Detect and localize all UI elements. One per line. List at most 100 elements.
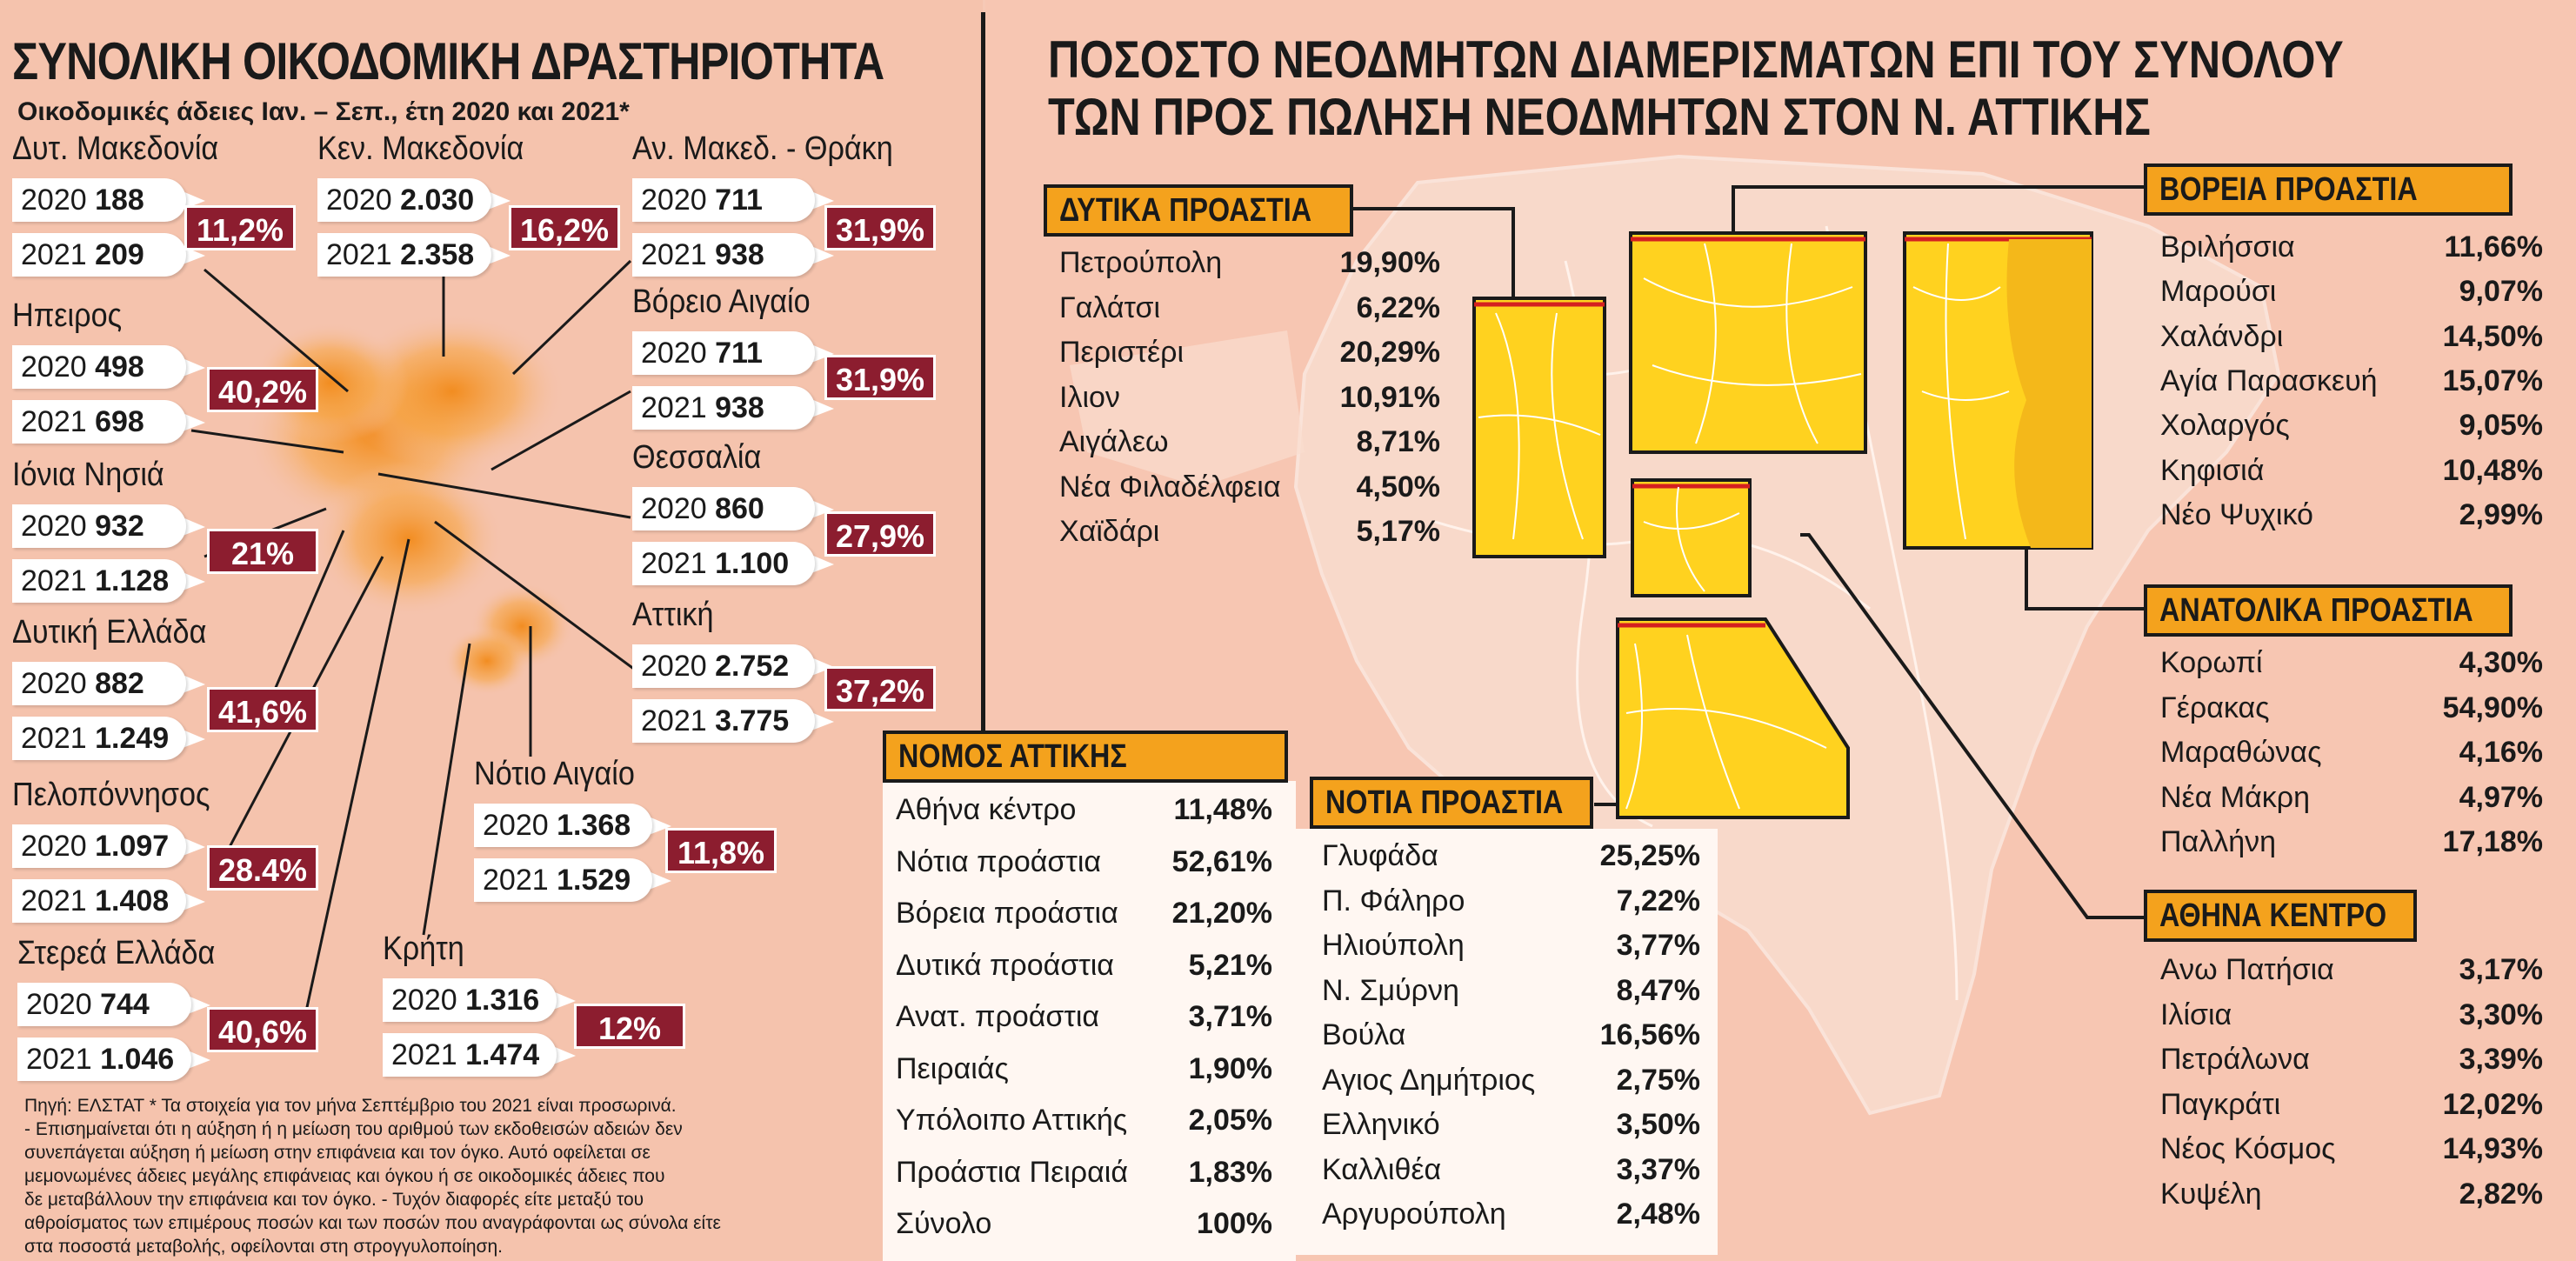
row-label: Βούλα	[1322, 1018, 1406, 1051]
table-title-text: ΑΝΑΤΟΛΙΚΑ ΠΡΟΑΣΤΙΑ	[2159, 592, 2473, 629]
region-name: Δυτική Ελλάδα	[12, 614, 207, 651]
value-2021: 2021 1.529	[474, 858, 652, 902]
row-label: Αγιος Δημήτριος	[1322, 1063, 1536, 1097]
year-label: 2020	[641, 492, 716, 525]
row-value: 20,29%	[1339, 336, 1440, 369]
row-label: Κηφισιά	[2160, 453, 2265, 487]
permit-count: 860	[715, 492, 764, 525]
row-label: Χολαργός	[2160, 409, 2290, 443]
row-label: Πειραιάς	[896, 1051, 1009, 1085]
value-2021: 2021 1.249	[12, 717, 186, 760]
value-2020: 2020 932	[12, 504, 186, 548]
row-value: 2,48%	[1616, 1198, 1700, 1231]
year-label: 2020	[391, 984, 466, 1017]
change-percent-badge: 16,2%	[509, 205, 620, 250]
change-percent-badge: 21%	[207, 529, 318, 574]
left-title: ΣΥΝΟΛΙΚΗ ΟΙΚΟΔΟΜΙΚΗ ΔΡΑΣΤΗΡΙΟΤΗΤΑ	[12, 32, 884, 90]
permit-count: 188	[95, 183, 144, 217]
row-label: Νέο Ψυχικό	[2160, 497, 2313, 531]
table-row: Πετράλωνα 3,39%	[2160, 1043, 2543, 1077]
row-label: Αργυρούπολη	[1322, 1198, 1506, 1231]
permit-count: 2.030	[400, 183, 475, 217]
change-percent-badge: 41,6%	[207, 687, 318, 732]
row-value: 3,30%	[2459, 997, 2543, 1031]
row-value: 15,07%	[2442, 364, 2543, 397]
table-row: Ανω Πατήσια 3,17%	[2160, 953, 2543, 987]
row-value: 4,16%	[2459, 736, 2543, 769]
value-2020: 2020 2.752	[632, 644, 815, 688]
footnote-line: στα ποσοστά μεταβολής, οφείλονται στη στ…	[24, 1237, 504, 1257]
footnote-line: - Επισημαίνεται ότι η αύξηση ή η μείωση …	[24, 1119, 683, 1139]
row-label: Ελληνικό	[1322, 1108, 1440, 1141]
row-label: Μαρούσι	[2160, 275, 2277, 309]
table-row: Μαραθώνας 4,16%	[2160, 736, 2543, 770]
year-label: 2021	[641, 391, 716, 424]
permit-count: 711	[715, 337, 763, 370]
table-row: Πειραιάς 1,90%	[896, 1052, 1272, 1086]
row-value: 6,22%	[1356, 290, 1440, 324]
row-label: Ανατ. προάστια	[896, 1000, 1100, 1033]
value-2021: 2021 1.408	[12, 879, 186, 923]
row-value: 25,25%	[1599, 839, 1700, 872]
footnote-line: αθροίσματος των επιμέρους ποσών και των …	[24, 1213, 721, 1233]
year-label: 2021	[21, 884, 96, 917]
right-title-line2: ΤΩΝ ΠΡΟΣ ΠΩΛΗΣΗ ΝΕΟΔΜΗΤΩΝ ΣΤΟΝ Ν. ΑΤΤΙΚΗ…	[1048, 88, 2151, 146]
row-value: 54,90%	[2442, 691, 2543, 724]
year-label: 2021	[326, 238, 401, 271]
region-name: Ηπειρος	[12, 297, 123, 334]
year-label: 2020	[26, 988, 101, 1021]
zoom-boxes	[1472, 231, 2093, 819]
table-row: Νέο Ψυχικό 2,99%	[2160, 498, 2543, 532]
table-row: Κηφισιά 10,48%	[2160, 454, 2543, 488]
permit-count: 3.775	[715, 704, 790, 737]
year-label: 2020	[326, 183, 401, 217]
table-row: Παγκράτι 12,02%	[2160, 1088, 2543, 1122]
permit-count: 882	[95, 667, 144, 700]
panel-divider	[981, 12, 985, 756]
region-name: Θεσσαλία	[632, 439, 762, 476]
table-row: Ν. Σμύρνη 8,47%	[1322, 974, 1700, 1008]
row-value: 16,56%	[1599, 1018, 1700, 1051]
region-name: Στερεά Ελλάδα	[17, 935, 216, 971]
row-value: 100%	[1197, 1207, 1272, 1240]
row-value: 10,48%	[2442, 453, 2543, 487]
value-2020: 2020 860	[632, 487, 815, 530]
row-label: Ιλίσια	[2160, 997, 2232, 1031]
change-percent-badge: 12%	[574, 1004, 685, 1049]
footnote-line: δε μεταβάλλουν την επιφάνεια και τον όγκ…	[24, 1190, 644, 1210]
table-row: Χαϊδάρι 5,17%	[1059, 515, 1440, 549]
row-label: Γλυφάδα	[1322, 839, 1438, 872]
change-percent-badge: 37,2%	[824, 666, 936, 711]
table-title-text: ΝΟΜΟΣ ΑΤΤΙΚΗΣ	[898, 738, 1127, 775]
row-value: 5,17%	[1356, 515, 1440, 548]
permit-count: 1.128	[95, 564, 170, 597]
row-value: 21,20%	[1171, 897, 1272, 930]
row-label: Περιστέρι	[1059, 336, 1185, 369]
row-label: Αθήνα κέντρο	[896, 793, 1077, 826]
region-name: Κεν. Μακεδονία	[317, 130, 524, 167]
row-label: Ηλιούπολη	[1322, 929, 1465, 962]
permit-count: 698	[95, 405, 144, 438]
row-value: 10,91%	[1339, 380, 1440, 414]
value-2021: 2021 1.100	[632, 542, 815, 585]
region-name: Νότιο Αιγαίο	[474, 756, 635, 792]
year-label: 2020	[21, 350, 96, 384]
value-2021: 2021 3.775	[632, 699, 815, 743]
value-2021: 2021 2.358	[317, 233, 491, 277]
footnote-line: μεμονωμένες άδειες μεγάλης επιφάνειας κα…	[24, 1166, 665, 1186]
year-label: 2020	[641, 650, 716, 683]
table-title: ΑΝΑΤΟΛΙΚΑ ΠΡΟΑΣΤΙΑ	[2144, 584, 2513, 637]
table-title: ΒΟΡΕΙΑ ΠΡΟΑΣΤΙΑ	[2144, 163, 2513, 216]
right-title-line1: ΠΟΣΟΣΤΟ ΝΕΟΔΜΗΤΩΝ ΔΙΑΜΕΡΙΣΜΑΤΩΝ ΕΠΙ ΤΟΥ …	[1048, 30, 2344, 89]
region-name: Πελοπόννησος	[12, 777, 210, 813]
year-label: 2021	[26, 1043, 101, 1076]
permit-count: 1.100	[715, 547, 790, 580]
row-value: 3,17%	[2459, 953, 2543, 986]
permit-count: 1.408	[95, 884, 170, 917]
value-2021: 2021 1.128	[12, 559, 186, 603]
value-2021: 2021 1.046	[17, 1037, 191, 1081]
change-percent-badge: 31,9%	[824, 205, 936, 250]
row-label: Αγία Παρασκευή	[2160, 364, 2378, 397]
row-value: 1,90%	[1188, 1051, 1272, 1085]
permit-count: 209	[95, 238, 144, 271]
